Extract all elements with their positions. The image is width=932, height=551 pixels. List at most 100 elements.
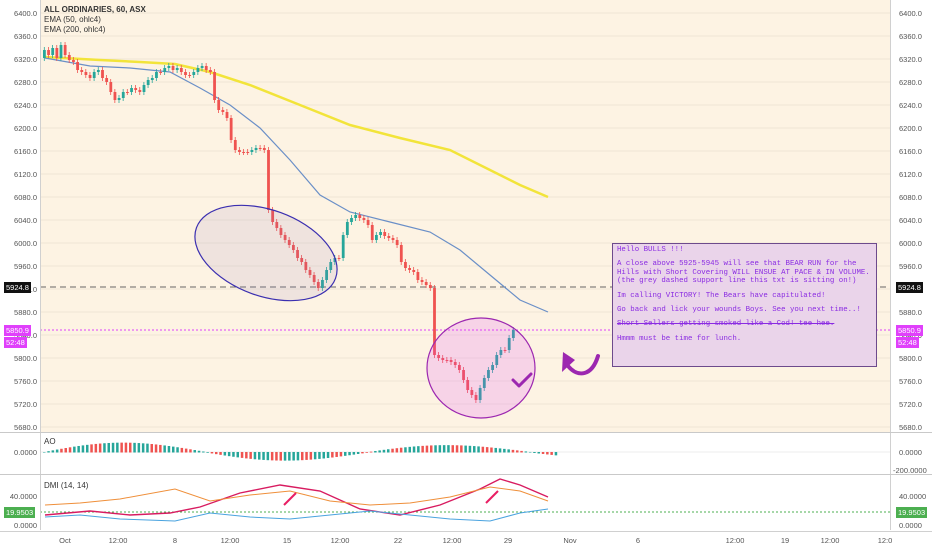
ao-bar (507, 449, 510, 453)
dmi-plot-area[interactable] (40, 475, 890, 530)
annotation-note-box[interactable]: Hello BULLS !!! A close above 5925-5945 … (612, 243, 877, 367)
candle-body (204, 66, 208, 70)
ao-bar (51, 450, 55, 453)
candle-body (507, 338, 511, 350)
support-price-tag-right: 5924.8 (896, 282, 923, 293)
dmi-lines-svg (40, 478, 890, 522)
ao-bar (227, 452, 231, 457)
ao-label[interactable]: AO (44, 437, 56, 446)
plus-di-line (44, 486, 549, 506)
ao-bar (485, 447, 489, 453)
ao-bar (77, 445, 80, 453)
ao-plot-area[interactable] (40, 433, 890, 474)
ao-bar (262, 452, 265, 460)
ao-bar (520, 450, 523, 453)
price-tick-left: 6320.0 (14, 55, 37, 64)
time-tick: 8 (172, 536, 178, 545)
dmi-label[interactable]: DMI (14, 14) (44, 481, 89, 490)
ao-bar (43, 452, 46, 453)
symbol-title[interactable]: ALL ORDINARIES, 60, ASX (44, 5, 146, 14)
ao-histogram-svg (40, 442, 890, 461)
candle-body (67, 55, 71, 60)
ao-bar (481, 446, 485, 453)
price-tick-right: 6040.0 (899, 216, 922, 225)
pane-separator[interactable] (0, 474, 932, 475)
ao-indicator-pane[interactable]: 0.0000 0.0000 -200.0000 AO (0, 433, 932, 475)
candle-body (474, 395, 478, 400)
candle-body (80, 70, 84, 72)
candle-body (217, 100, 221, 110)
ao-bar (391, 448, 394, 453)
ao-bar (232, 452, 235, 457)
note-line-5: Short Sellers getting smoked like a Cod!… (617, 320, 835, 329)
candle-body (275, 222, 279, 228)
dmi-indicator-pane[interactable]: 40.0000 0.0000 40.0000 0.0000 DMI (14, 1… (0, 475, 932, 530)
candle-body (47, 50, 50, 55)
ao-bar (339, 452, 343, 457)
candle-body (482, 378, 486, 388)
price-tick-left: 6280.0 (14, 78, 37, 87)
time-tick: 12:00 (820, 536, 840, 545)
ema50-legend[interactable]: EMA (50, ohlc4) (44, 15, 101, 24)
price-tick-right: 5720.0 (899, 400, 922, 409)
time-tick: 15 (282, 536, 292, 545)
ao-bar (296, 452, 300, 461)
ao-bar (275, 452, 278, 461)
dmi-tick-0-right: 0.0000 (899, 521, 922, 530)
candle-body (458, 365, 461, 370)
candle-body (250, 150, 254, 152)
ao-bar (129, 442, 132, 453)
price-chart-pane[interactable]: 6400.0 6360.0 6320.0 6280.0 6240.0 6200.0 6160… (0, 0, 932, 432)
candle-body (395, 240, 399, 245)
time-tick: 29 (503, 536, 513, 545)
note-line-3: Im calling VICTORY! The Bears have capit… (617, 291, 826, 300)
ao-tick-right-top: 0.0000 (899, 448, 922, 457)
price-tick-left: 5680.0 (14, 423, 37, 432)
candle-body (449, 360, 453, 362)
price-tick-left: 6360.0 (14, 32, 37, 41)
candle-body (229, 118, 233, 140)
ao-bar (473, 446, 476, 453)
ao-bar (47, 451, 50, 453)
candle-body (238, 150, 241, 152)
ao-axis-left[interactable]: 0.0000 (0, 433, 41, 474)
ao-bar (270, 452, 274, 461)
ao-bar (408, 446, 411, 453)
candle-body (184, 72, 187, 75)
candle-body (134, 88, 138, 90)
ao-bar (189, 449, 192, 453)
candle-body (88, 75, 92, 78)
ao-bar (541, 452, 545, 454)
ao-bar (425, 445, 429, 453)
ao-bar (494, 447, 497, 453)
ao-bar (236, 452, 239, 458)
candle-body (96, 70, 100, 72)
price-axis-left[interactable]: 6400.0 6360.0 6320.0 6280.0 6240.0 6200.0 6160… (0, 0, 41, 432)
candle-body (308, 270, 312, 275)
candle-body (142, 85, 146, 92)
candle-body (113, 92, 117, 100)
price-axis-right[interactable]: 6400.0 6360.0 6320.0 6280.0 6240.0 6200.0 6160… (890, 0, 932, 432)
price-tick-left: 6200.0 (14, 124, 37, 133)
ao-bar (219, 452, 222, 455)
ao-axis-right[interactable]: 0.0000 -200.0000 (890, 433, 932, 475)
time-axis[interactable]: Oct 12:00 8 12:00 15 12:00 22 12:00 29 Nov 6 12:00 1… (0, 531, 932, 551)
candle-body (462, 370, 465, 380)
ao-bar (537, 452, 540, 454)
price-chart-svg[interactable] (0, 0, 932, 432)
ao-bar (460, 445, 463, 453)
price-tick-right: 6080.0 (899, 193, 922, 202)
dmi-axis-left[interactable]: 40.0000 0.0000 (0, 475, 41, 530)
ao-bar (86, 444, 89, 453)
ao-bar (528, 451, 532, 453)
note-line-4: Go back and lick your wounds Boys. See y… (617, 306, 861, 315)
ema200-legend[interactable]: EMA (200, ohlc4) (44, 25, 106, 34)
ao-bar (68, 447, 72, 453)
candle-body (370, 225, 374, 240)
ao-bar (176, 447, 179, 453)
ao-bar (477, 446, 480, 453)
dmi-axis-right[interactable]: 40.0000 0.0000 (890, 475, 932, 530)
pane-separator[interactable] (0, 432, 932, 433)
ao-bar (344, 452, 347, 456)
ao-bar (292, 452, 295, 461)
